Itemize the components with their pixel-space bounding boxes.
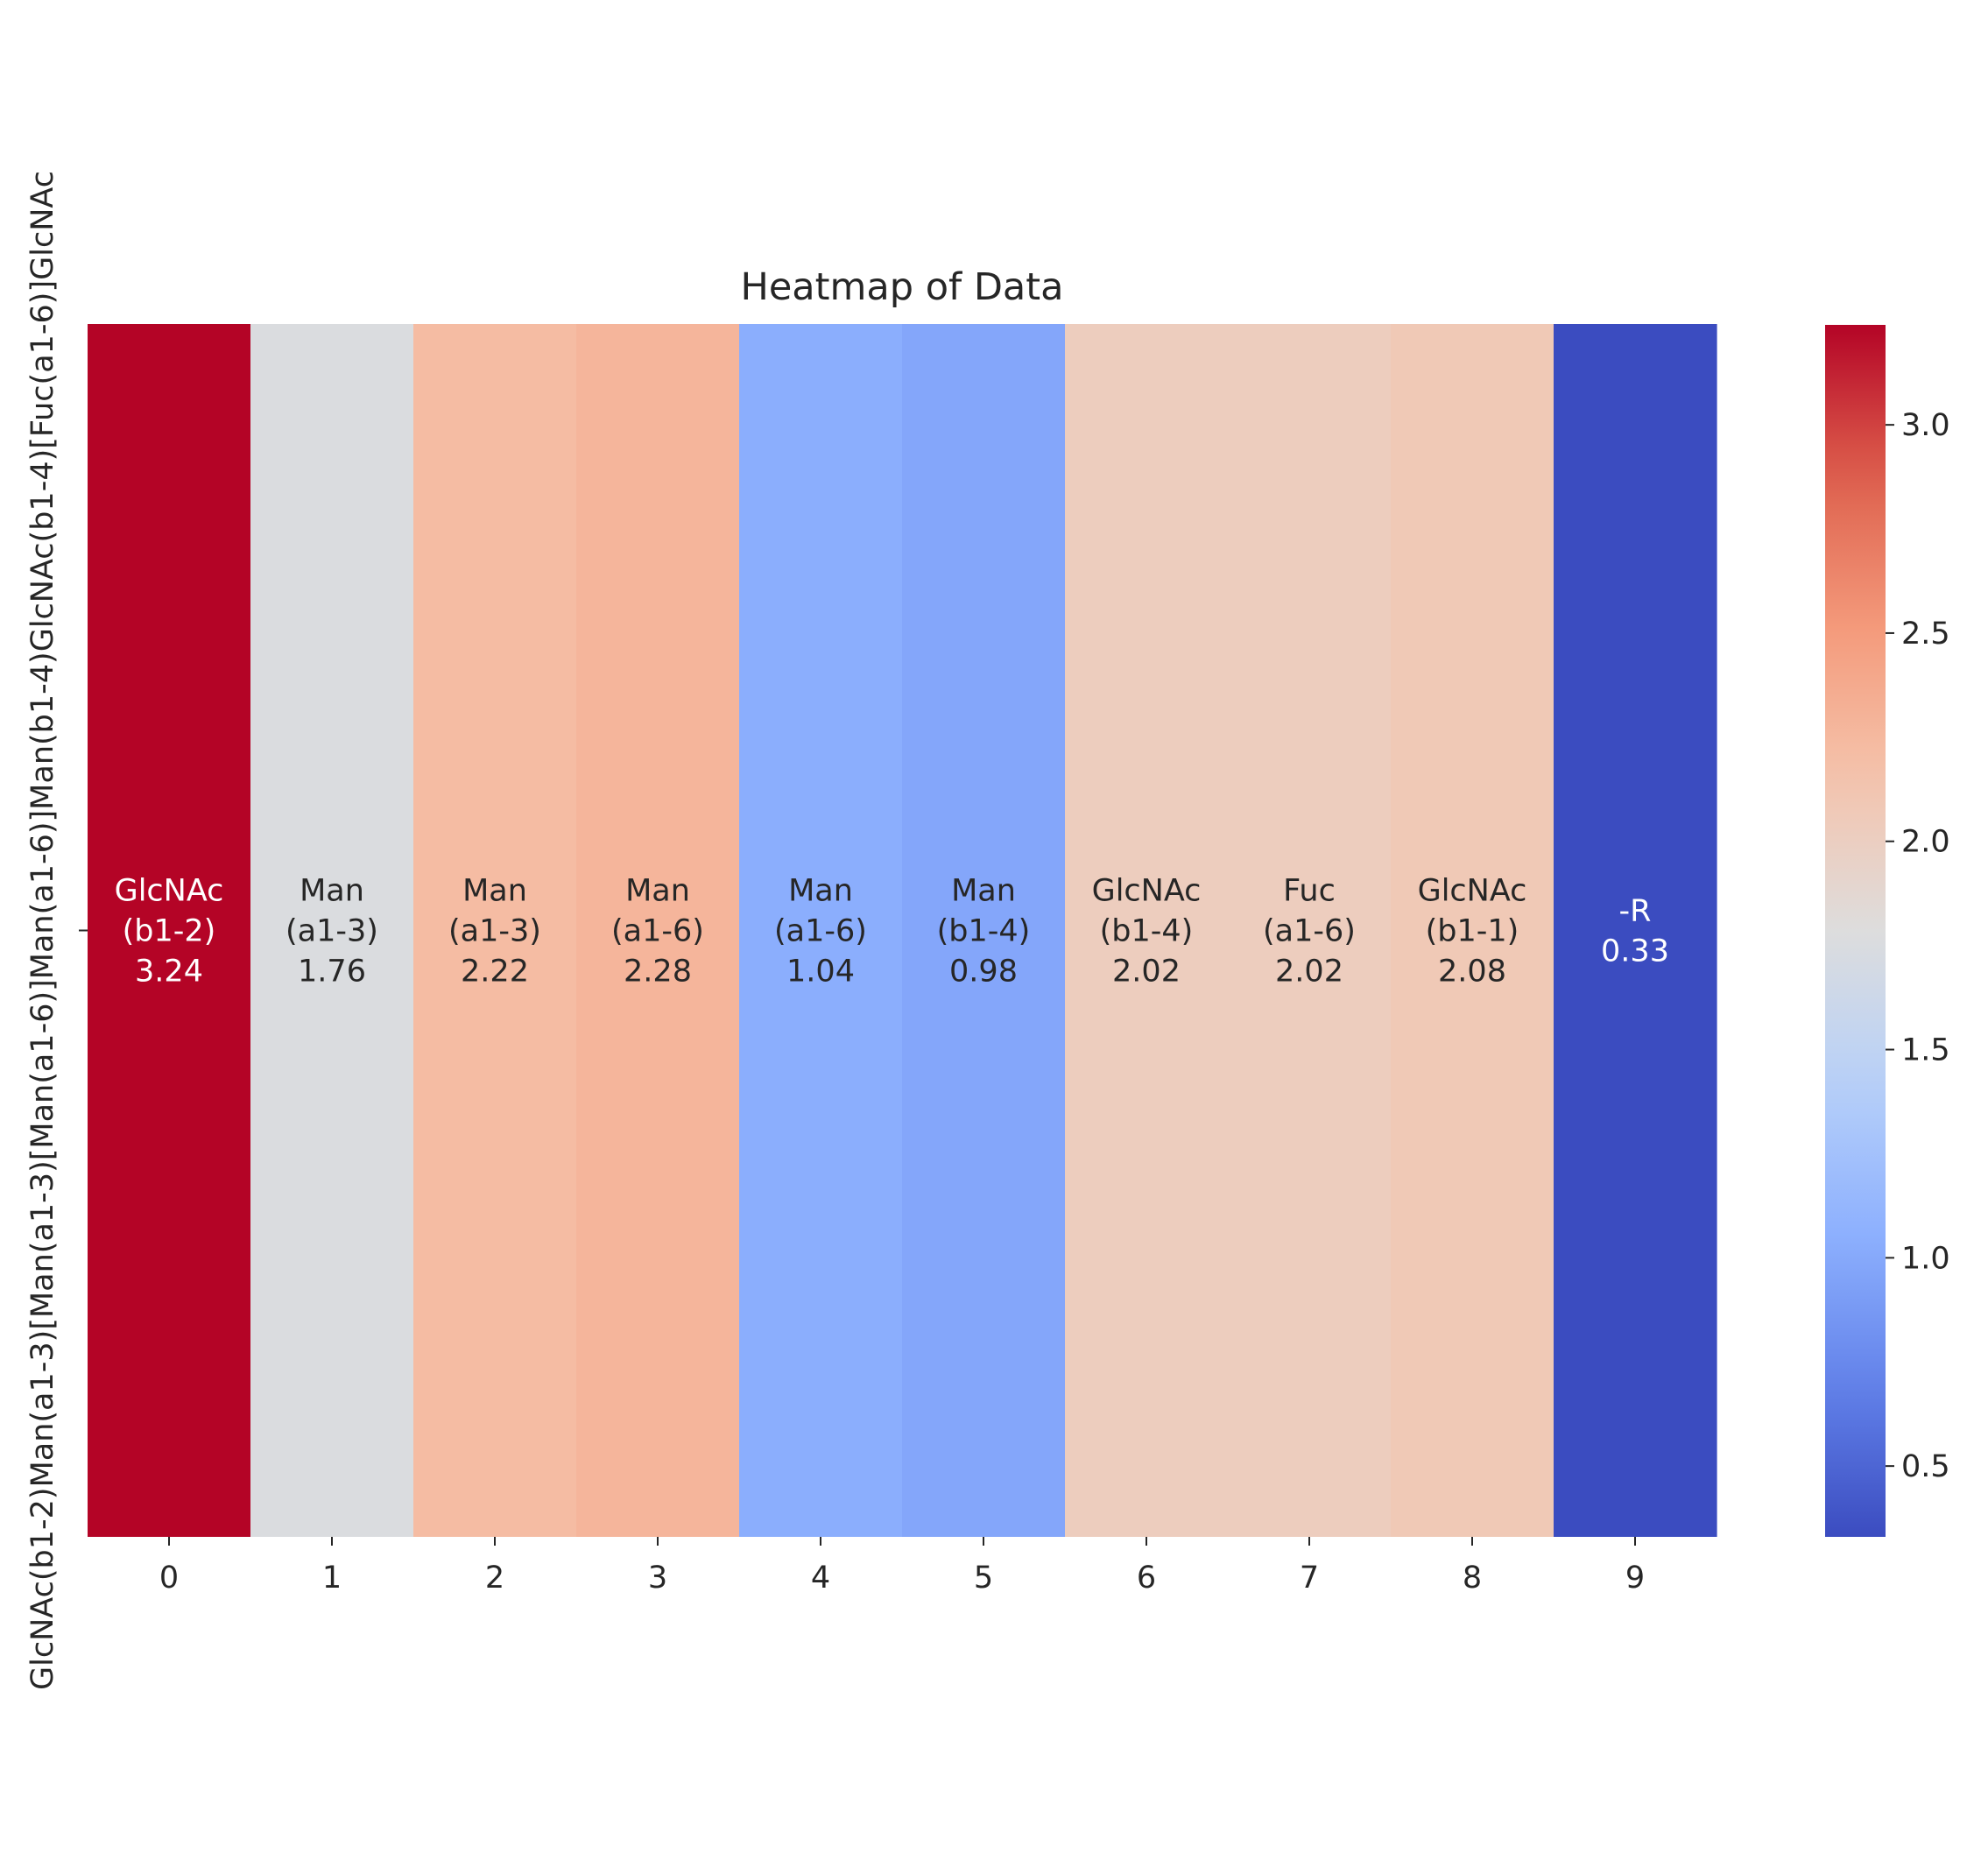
cell-value-label: 2.08 bbox=[1438, 955, 1506, 990]
x-tick-label: 2 bbox=[485, 1561, 504, 1596]
cell-name-label: (b1-1) bbox=[1426, 914, 1519, 949]
colorbar-gradient bbox=[1825, 325, 1886, 1537]
cell-name-label: (a1-6) bbox=[774, 914, 867, 949]
cell-name-label: (a1-6) bbox=[611, 914, 704, 949]
x-tick-label: 5 bbox=[974, 1561, 993, 1596]
x-axis-ticks: 0 1 2 3 4 5 6 7 8 9 bbox=[159, 1537, 1645, 1596]
cell-value-label: 2.02 bbox=[1275, 955, 1343, 990]
x-tick-label: 8 bbox=[1463, 1561, 1482, 1596]
x-tick-label: 9 bbox=[1625, 1561, 1645, 1596]
heatmap-cell bbox=[413, 324, 577, 1537]
cell-value-label: 1.04 bbox=[786, 955, 855, 990]
x-tick-label: 3 bbox=[648, 1561, 667, 1596]
cell-name-label: GlcNAc bbox=[115, 874, 224, 909]
colorbar-tick-label: 3.0 bbox=[1901, 408, 1950, 443]
cell-value-label: 2.02 bbox=[1112, 955, 1181, 990]
cell-name-label: (b1-2) bbox=[123, 914, 216, 949]
colorbar-tick-label: 2.5 bbox=[1901, 616, 1950, 652]
heatmap-cell bbox=[576, 324, 740, 1537]
cell-name-label: Man bbox=[951, 874, 1016, 909]
heatmap-cell bbox=[1065, 324, 1229, 1537]
colorbar-tick-label: 1.5 bbox=[1901, 1033, 1950, 1068]
cell-name-label: Man bbox=[625, 874, 690, 909]
x-tick-label: 1 bbox=[322, 1561, 342, 1596]
cell-value-label: 3.24 bbox=[135, 955, 203, 990]
x-tick-label: 6 bbox=[1137, 1561, 1156, 1596]
heatmap-cell bbox=[739, 324, 903, 1537]
heatmap-cell bbox=[902, 324, 1066, 1537]
heatmap-cell bbox=[250, 324, 414, 1537]
cell-value-label: 0.98 bbox=[949, 955, 1018, 990]
cell-name-label: Man bbox=[788, 874, 853, 909]
heatmap-cell bbox=[1554, 324, 1717, 1537]
x-tick-label: 0 bbox=[159, 1561, 179, 1596]
cell-name-label: -R bbox=[1619, 894, 1652, 929]
cell-name-label: Man bbox=[462, 874, 527, 909]
cell-name-label: (a1-3) bbox=[448, 914, 541, 949]
cell-name-label: GlcNAc bbox=[1418, 874, 1527, 909]
cell-value-label: 2.22 bbox=[461, 955, 529, 990]
cell-value-label: 2.28 bbox=[624, 955, 692, 990]
x-tick-label: 7 bbox=[1300, 1561, 1319, 1596]
cell-name-label: Man bbox=[300, 874, 364, 909]
colorbar-tick-label: 2.0 bbox=[1901, 825, 1950, 860]
cell-value-label: 0.33 bbox=[1601, 934, 1669, 969]
colorbar-tick-label: 0.5 bbox=[1901, 1449, 1950, 1484]
heatmap-cell bbox=[1228, 324, 1392, 1537]
x-tick-label: 4 bbox=[811, 1561, 830, 1596]
cell-name-label: (b1-4) bbox=[937, 914, 1031, 949]
heatmap-cell bbox=[1391, 324, 1554, 1537]
y-axis: GlcNAc(b1-2)Man(a1-3)[Man(a1-3)[Man(a1-6… bbox=[25, 171, 88, 1690]
cell-value-label: 1.76 bbox=[298, 955, 366, 990]
colorbar-tick-label: 1.0 bbox=[1901, 1241, 1950, 1276]
chart-title: Heatmap of Data bbox=[741, 265, 1064, 309]
cell-name-label: Fuc bbox=[1283, 874, 1336, 909]
colorbar: 0.5 1.0 1.5 2.0 2.5 3.0 bbox=[1825, 325, 1950, 1537]
cell-name-label: (a1-3) bbox=[286, 914, 378, 949]
heatmap-cell bbox=[88, 324, 251, 1537]
cell-name-label: (b1-4) bbox=[1100, 914, 1194, 949]
y-tick-label: GlcNAc(b1-2)Man(a1-3)[Man(a1-3)[Man(a1-6… bbox=[25, 171, 60, 1690]
cell-name-label: (a1-6) bbox=[1263, 914, 1356, 949]
heatmap-cells: GlcNAc (b1-2) 3.24 Man (a1-3) 1.76 Man (a1-3) 2.… bbox=[88, 324, 1717, 1537]
cell-name-label: GlcNAc bbox=[1092, 874, 1202, 909]
